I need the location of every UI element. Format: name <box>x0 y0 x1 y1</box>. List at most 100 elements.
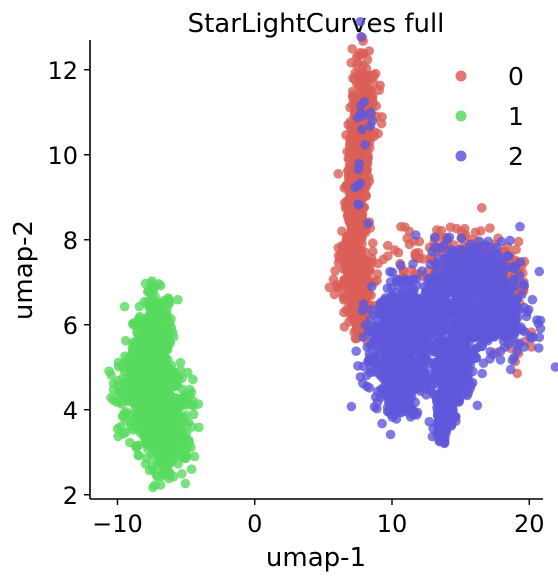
y-axis-ticks: 2 4 6 8 10 12 <box>47 57 90 510</box>
data-point <box>352 322 363 333</box>
data-point <box>142 453 152 463</box>
data-point <box>411 230 421 240</box>
data-point <box>134 301 145 312</box>
data-point <box>496 236 507 247</box>
data-point <box>363 218 373 229</box>
data-point <box>132 327 142 337</box>
data-point <box>330 266 340 276</box>
data-point <box>338 278 349 289</box>
data-point <box>188 401 199 411</box>
data-point <box>472 278 483 288</box>
data-point <box>521 311 532 322</box>
data-point <box>354 158 365 169</box>
data-point <box>350 253 360 264</box>
data-point <box>391 349 402 360</box>
data-point <box>497 320 507 331</box>
data-point <box>447 287 457 298</box>
data-point <box>187 422 197 432</box>
data-point <box>143 285 154 296</box>
data-point <box>155 280 166 291</box>
data-point <box>343 165 353 176</box>
y-tick-label: 8 <box>63 227 78 255</box>
data-point <box>515 221 525 232</box>
data-point <box>142 420 153 430</box>
data-point <box>429 232 440 242</box>
data-point <box>503 251 514 262</box>
data-point <box>533 318 544 329</box>
data-point <box>496 288 506 299</box>
data-point <box>469 253 480 264</box>
data-point <box>329 289 340 300</box>
data-point <box>358 68 368 78</box>
data-point <box>171 405 181 415</box>
data-point <box>147 393 157 404</box>
data-point <box>353 361 363 371</box>
data-point <box>113 361 124 372</box>
data-point <box>357 287 368 298</box>
data-point <box>120 335 131 346</box>
data-point <box>534 343 544 353</box>
legend-marker-0 <box>455 70 467 82</box>
data-point <box>365 341 376 352</box>
data-point <box>159 449 169 459</box>
data-point <box>166 360 177 371</box>
data-point <box>505 364 516 375</box>
data-point <box>534 266 545 277</box>
data-point <box>169 420 180 430</box>
data-point <box>385 266 395 277</box>
data-point <box>324 282 335 293</box>
data-point <box>456 300 467 311</box>
data-point <box>160 410 170 420</box>
data-point <box>186 464 197 475</box>
data-point <box>134 450 144 461</box>
data-point <box>376 118 387 129</box>
data-point <box>485 223 495 233</box>
data-point <box>456 233 467 244</box>
data-point <box>482 320 493 330</box>
data-point <box>456 255 466 266</box>
data-point <box>485 346 496 357</box>
data-point <box>359 247 370 257</box>
data-point <box>155 371 165 382</box>
data-point <box>421 307 431 317</box>
data-point <box>183 367 193 378</box>
data-point <box>180 478 191 489</box>
data-point <box>517 325 528 335</box>
data-point <box>466 269 476 280</box>
data-point <box>138 382 148 393</box>
data-point <box>385 336 395 347</box>
data-point <box>372 325 383 336</box>
data-point <box>152 471 163 482</box>
data-point <box>173 294 183 305</box>
data-point <box>164 470 175 480</box>
data-point <box>161 312 171 323</box>
data-point <box>396 221 406 232</box>
data-point <box>181 434 192 444</box>
data-point <box>145 409 155 420</box>
legend-label-1: 1 <box>508 102 524 131</box>
data-point <box>348 86 358 97</box>
data-point <box>402 233 413 244</box>
data-point <box>450 316 460 327</box>
data-point <box>133 410 143 420</box>
data-point <box>368 246 378 257</box>
data-point <box>411 274 422 284</box>
data-point <box>373 309 384 320</box>
data-point <box>130 355 140 366</box>
data-point <box>431 260 442 270</box>
data-point <box>380 380 390 391</box>
data-point <box>379 347 390 358</box>
data-point <box>386 327 397 338</box>
data-point <box>441 277 452 288</box>
legend-marker-2 <box>455 150 467 162</box>
data-point <box>357 209 368 219</box>
data-point <box>367 257 378 267</box>
data-point <box>497 280 507 290</box>
data-point <box>417 371 428 381</box>
data-point <box>444 352 454 362</box>
data-point <box>390 400 401 410</box>
data-point <box>445 308 456 318</box>
data-point <box>108 385 119 395</box>
data-point <box>358 299 369 309</box>
data-point <box>142 439 152 450</box>
